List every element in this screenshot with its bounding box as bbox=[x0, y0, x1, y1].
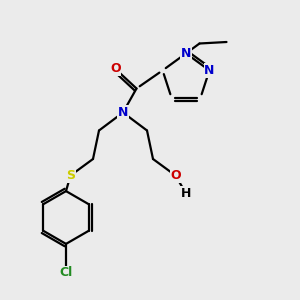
Text: N: N bbox=[204, 64, 214, 77]
Text: N: N bbox=[118, 106, 128, 119]
Text: H: H bbox=[181, 187, 191, 200]
Text: Cl: Cl bbox=[59, 266, 73, 280]
Text: O: O bbox=[110, 62, 121, 76]
Text: O: O bbox=[170, 169, 181, 182]
Text: S: S bbox=[66, 169, 75, 182]
Text: N: N bbox=[181, 47, 191, 60]
